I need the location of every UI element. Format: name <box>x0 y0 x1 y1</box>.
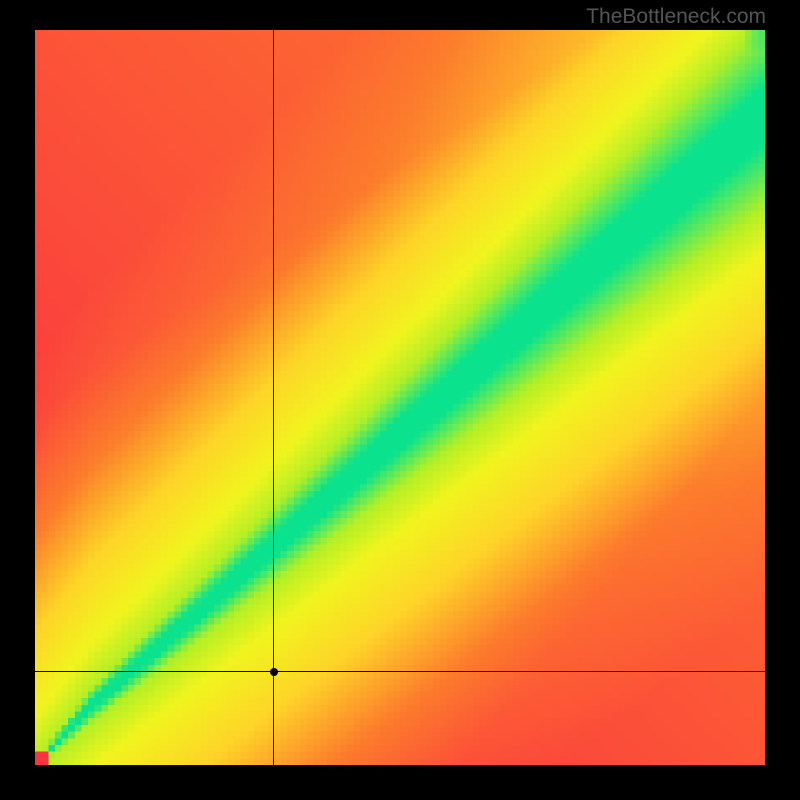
watermark-text: TheBottleneck.com <box>586 5 766 29</box>
crosshair-horizontal <box>35 671 765 672</box>
crosshair-marker <box>270 668 278 676</box>
chart-container: TheBottleneck.com <box>0 0 800 800</box>
crosshair-vertical <box>273 30 274 765</box>
bottleneck-heatmap <box>35 30 765 765</box>
